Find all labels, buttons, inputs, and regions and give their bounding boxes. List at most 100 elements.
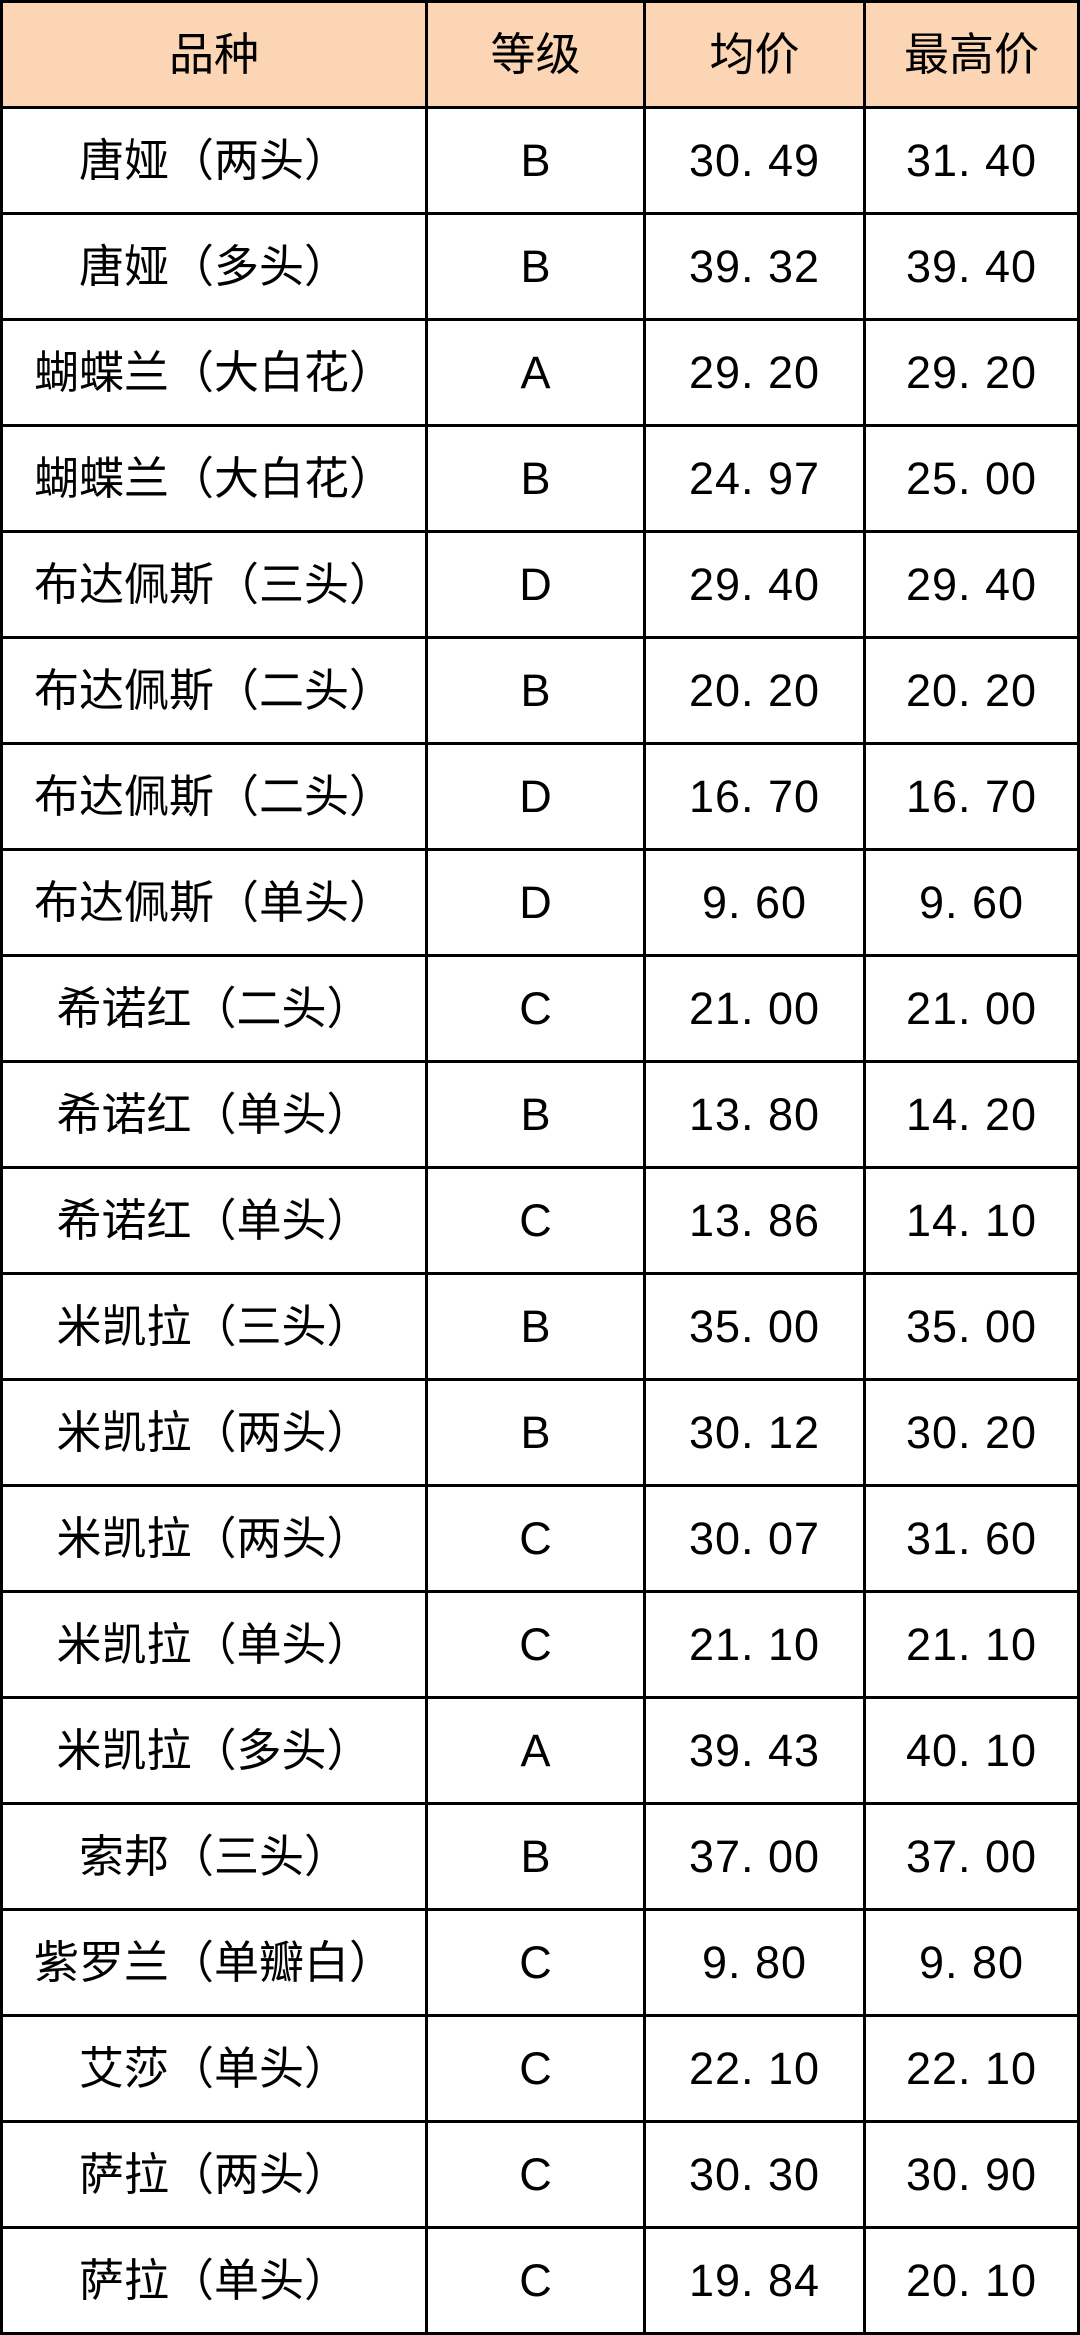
variety-cell: 米凯拉（单头） — [0, 1590, 428, 1699]
table-row: 蝴蝶兰（大白花） B 24. 97 25. 00 — [0, 424, 1080, 533]
table-header: 品种 等级 均价 最高价 — [0, 0, 1080, 109]
header-avg-price: 均价 — [643, 0, 866, 109]
grade-cell: B — [425, 106, 646, 215]
grade-cell: C — [425, 2014, 646, 2123]
grade-cell: C — [425, 2226, 646, 2335]
max-price-cell: 21. 10 — [863, 1590, 1080, 1699]
header-row: 品种 等级 均价 最高价 — [0, 0, 1080, 109]
table-row: 米凯拉（单头） C 21. 10 21. 10 — [0, 1590, 1080, 1699]
avg-price-cell: 22. 10 — [643, 2014, 866, 2123]
variety-cell: 希诺红（单头） — [0, 1060, 428, 1169]
grade-cell: A — [425, 318, 646, 427]
table-row: 萨拉（两头） C 30. 30 30. 90 — [0, 2120, 1080, 2229]
table-row: 米凯拉（多头） A 39. 43 40. 10 — [0, 1696, 1080, 1805]
max-price-cell: 21. 00 — [863, 954, 1080, 1063]
avg-price-cell: 9. 80 — [643, 1908, 866, 2017]
max-price-cell: 37. 00 — [863, 1802, 1080, 1911]
grade-cell: B — [425, 1378, 646, 1487]
grade-cell: C — [425, 1908, 646, 2017]
grade-cell: C — [425, 2120, 646, 2229]
grade-cell: D — [425, 848, 646, 957]
max-price-cell: 30. 90 — [863, 2120, 1080, 2229]
grade-cell: B — [425, 424, 646, 533]
max-price-cell: 31. 60 — [863, 1484, 1080, 1593]
grade-cell: D — [425, 530, 646, 639]
table-row: 紫罗兰（单瓣白） C 9. 80 9. 80 — [0, 1908, 1080, 2017]
variety-cell: 布达佩斯（三头） — [0, 530, 428, 639]
table-row: 布达佩斯（二头） D 16. 70 16. 70 — [0, 742, 1080, 851]
variety-cell: 紫罗兰（单瓣白） — [0, 1908, 428, 2017]
max-price-cell: 9. 60 — [863, 848, 1080, 957]
max-price-cell: 40. 10 — [863, 1696, 1080, 1805]
max-price-cell: 35. 00 — [863, 1272, 1080, 1381]
max-price-cell: 14. 20 — [863, 1060, 1080, 1169]
grade-cell: B — [425, 212, 646, 321]
table-row: 艾莎（单头） C 22. 10 22. 10 — [0, 2014, 1080, 2123]
avg-price-cell: 20. 20 — [643, 636, 866, 745]
table-row: 希诺红（单头） C 13. 86 14. 10 — [0, 1166, 1080, 1275]
variety-cell: 米凯拉（两头） — [0, 1484, 428, 1593]
header-max-price: 最高价 — [863, 0, 1080, 109]
avg-price-cell: 29. 40 — [643, 530, 866, 639]
grade-cell: C — [425, 954, 646, 1063]
avg-price-cell: 24. 97 — [643, 424, 866, 533]
grade-cell: C — [425, 1590, 646, 1699]
avg-price-cell: 16. 70 — [643, 742, 866, 851]
max-price-cell: 14. 10 — [863, 1166, 1080, 1275]
table-row: 米凯拉（两头） B 30. 12 30. 20 — [0, 1378, 1080, 1487]
variety-cell: 萨拉（单头） — [0, 2226, 428, 2335]
table-row: 布达佩斯（二头） B 20. 20 20. 20 — [0, 636, 1080, 745]
table-body: 唐娅（两头） B 30. 49 31. 40 唐娅（多头） B 39. 32 39. 40 蝴蝶… — [0, 106, 1080, 2335]
variety-cell: 萨拉（两头） — [0, 2120, 428, 2229]
table-row: 布达佩斯（单头） D 9. 60 9. 60 — [0, 848, 1080, 957]
max-price-cell: 25. 00 — [863, 424, 1080, 533]
max-price-cell: 20. 20 — [863, 636, 1080, 745]
max-price-cell: 39. 40 — [863, 212, 1080, 321]
avg-price-cell: 30. 49 — [643, 106, 866, 215]
grade-cell: B — [425, 1272, 646, 1381]
max-price-cell: 22. 10 — [863, 2014, 1080, 2123]
avg-price-cell: 9. 60 — [643, 848, 866, 957]
variety-cell: 布达佩斯（二头） — [0, 742, 428, 851]
grade-cell: D — [425, 742, 646, 851]
avg-price-cell: 30. 12 — [643, 1378, 866, 1487]
avg-price-cell: 39. 32 — [643, 212, 866, 321]
variety-cell: 唐娅（多头） — [0, 212, 428, 321]
variety-cell: 布达佩斯（二头） — [0, 636, 428, 745]
variety-cell: 米凯拉（三头） — [0, 1272, 428, 1381]
variety-cell: 艾莎（单头） — [0, 2014, 428, 2123]
grade-cell: B — [425, 1802, 646, 1911]
table-row: 希诺红（二头） C 21. 00 21. 00 — [0, 954, 1080, 1063]
table-row: 米凯拉（两头） C 30. 07 31. 60 — [0, 1484, 1080, 1593]
avg-price-cell: 19. 84 — [643, 2226, 866, 2335]
grade-cell: C — [425, 1166, 646, 1275]
avg-price-cell: 21. 00 — [643, 954, 866, 1063]
header-variety: 品种 — [0, 0, 428, 109]
variety-cell: 索邦（三头） — [0, 1802, 428, 1911]
max-price-cell: 30. 20 — [863, 1378, 1080, 1487]
max-price-cell: 29. 20 — [863, 318, 1080, 427]
table-row: 希诺红（单头） B 13. 80 14. 20 — [0, 1060, 1080, 1169]
avg-price-cell: 39. 43 — [643, 1696, 866, 1805]
variety-cell: 米凯拉（多头） — [0, 1696, 428, 1805]
max-price-cell: 31. 40 — [863, 106, 1080, 215]
variety-cell: 蝴蝶兰（大白花） — [0, 318, 428, 427]
avg-price-cell: 30. 30 — [643, 2120, 866, 2229]
avg-price-cell: 21. 10 — [643, 1590, 866, 1699]
avg-price-cell: 37. 00 — [643, 1802, 866, 1911]
variety-cell: 米凯拉（两头） — [0, 1378, 428, 1487]
variety-cell: 希诺红（二头） — [0, 954, 428, 1063]
table-row: 萨拉（单头） C 19. 84 20. 10 — [0, 2226, 1080, 2335]
variety-cell: 蝴蝶兰（大白花） — [0, 424, 428, 533]
table-row: 米凯拉（三头） B 35. 00 35. 00 — [0, 1272, 1080, 1381]
variety-cell: 唐娅（两头） — [0, 106, 428, 215]
variety-cell: 希诺红（单头） — [0, 1166, 428, 1275]
avg-price-cell: 13. 80 — [643, 1060, 866, 1169]
avg-price-cell: 30. 07 — [643, 1484, 866, 1593]
variety-cell: 布达佩斯（单头） — [0, 848, 428, 957]
grade-cell: B — [425, 1060, 646, 1169]
avg-price-cell: 35. 00 — [643, 1272, 866, 1381]
grade-cell: B — [425, 636, 646, 745]
header-grade: 等级 — [425, 0, 646, 109]
